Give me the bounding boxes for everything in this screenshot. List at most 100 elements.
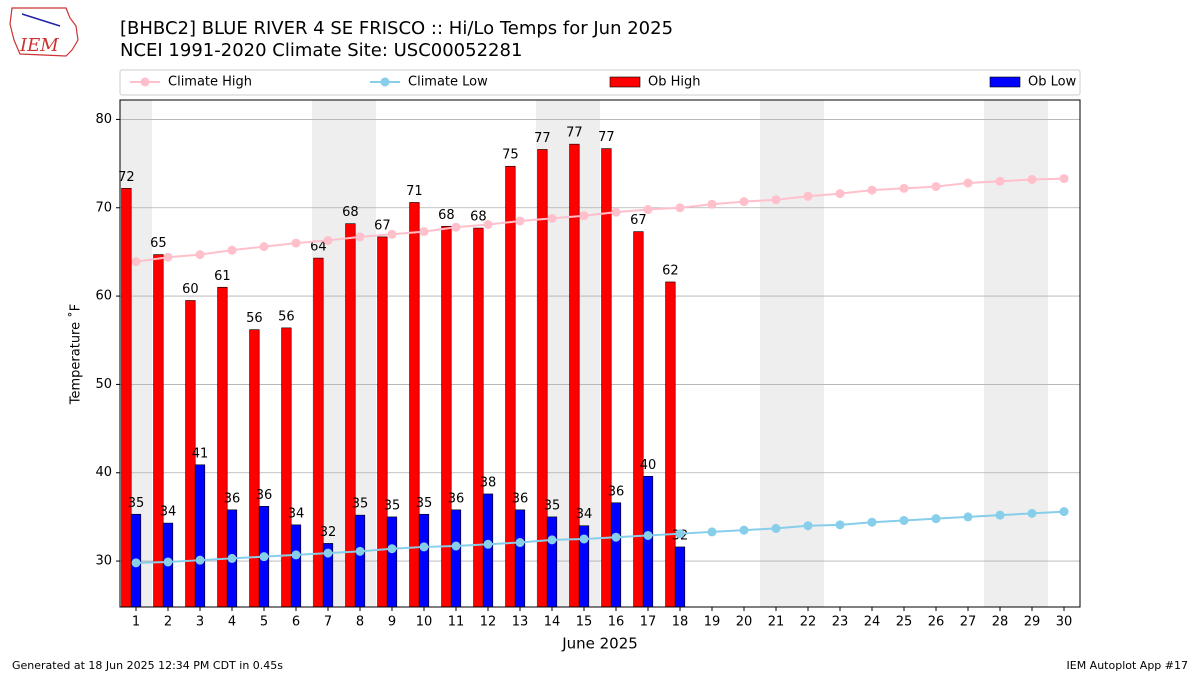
data-label: 72	[118, 170, 135, 185]
data-label: 41	[192, 446, 209, 461]
highlight-band	[760, 100, 792, 607]
point	[451, 541, 461, 551]
data-label: 67	[630, 213, 647, 228]
point	[483, 220, 493, 230]
data-label: 35	[352, 497, 369, 512]
x-tick-label: 27	[960, 615, 977, 630]
point	[323, 235, 333, 245]
x-tick-label: 2	[164, 615, 172, 630]
data-label: 36	[256, 488, 273, 503]
point	[931, 514, 941, 524]
point	[611, 532, 621, 542]
x-tick-label: 1	[132, 615, 140, 630]
footer-right: IEM Autoplot App #17	[1067, 659, 1189, 672]
legend-label: Climate Low	[408, 75, 488, 90]
point	[547, 535, 557, 545]
bar	[674, 546, 686, 608]
point	[387, 544, 397, 554]
x-tick-label: 16	[608, 615, 625, 630]
point	[259, 552, 269, 562]
bar	[569, 143, 580, 608]
point	[899, 515, 909, 525]
bar	[633, 231, 644, 608]
data-label: 34	[160, 505, 177, 520]
bar	[354, 514, 366, 608]
legend-marker	[380, 77, 390, 87]
point	[1027, 174, 1037, 184]
data-label: 61	[214, 269, 231, 284]
data-label: 36	[448, 491, 465, 506]
x-tick-label: 3	[196, 615, 204, 630]
data-label: 64	[310, 240, 327, 255]
x-tick-label: 13	[512, 615, 529, 630]
data-label: 35	[128, 496, 145, 511]
logo-outline	[9, 7, 79, 57]
point	[963, 512, 973, 522]
footer-left: Generated at 18 Jun 2025 12:34 PM CDT in…	[12, 659, 283, 672]
x-tick-label: 18	[672, 615, 689, 630]
point	[291, 238, 301, 248]
bar	[345, 223, 356, 608]
point	[643, 530, 653, 540]
point	[419, 227, 429, 237]
data-label: 36	[512, 491, 529, 506]
bar	[194, 464, 206, 608]
x-tick-label: 23	[832, 615, 849, 630]
point	[899, 183, 909, 193]
data-label: 36	[224, 491, 241, 506]
point	[227, 245, 237, 255]
data-label: 77	[534, 131, 551, 146]
point	[163, 557, 173, 567]
bar	[281, 327, 292, 608]
bar	[514, 509, 526, 608]
point	[355, 232, 365, 242]
data-label: 56	[246, 311, 263, 326]
bar	[450, 509, 462, 608]
y-tick-label: 80	[95, 112, 112, 127]
legend-label: Ob High	[648, 75, 701, 90]
bar	[153, 254, 164, 608]
point	[707, 527, 717, 537]
point	[387, 229, 397, 239]
point	[931, 182, 941, 192]
data-label: 60	[182, 282, 199, 297]
point	[643, 205, 653, 215]
bar	[418, 513, 430, 608]
legend-box	[119, 69, 1081, 96]
x-tick-label: 14	[544, 615, 561, 630]
legend-marker	[609, 76, 641, 88]
point	[227, 553, 237, 563]
bar	[505, 165, 516, 608]
data-label: 40	[640, 458, 657, 473]
y-tick-label: 30	[95, 554, 112, 569]
bar	[610, 502, 622, 608]
x-tick-label: 10	[416, 615, 433, 630]
point	[739, 525, 749, 535]
point	[195, 555, 205, 565]
bar	[482, 493, 494, 608]
x-tick-label: 30	[1056, 615, 1073, 630]
legend-label: Ob Low	[1028, 75, 1077, 90]
x-axis-label: June 2025	[561, 635, 638, 653]
data-label: 65	[150, 236, 167, 251]
point	[675, 529, 685, 539]
point	[419, 542, 429, 552]
bar	[642, 475, 654, 608]
x-tick-label: 11	[448, 615, 465, 630]
bar	[665, 281, 676, 608]
data-label: 35	[384, 498, 401, 513]
data-label: 35	[416, 496, 433, 511]
plot-frame	[119, 99, 1081, 608]
x-tick-label: 26	[928, 615, 945, 630]
bar	[377, 236, 388, 608]
x-tick-label: 29	[1024, 615, 1041, 630]
x-tick-label: 17	[640, 615, 657, 630]
point	[355, 546, 365, 556]
point	[803, 191, 813, 201]
legend-marker	[989, 76, 1021, 88]
data-label: 68	[342, 205, 359, 220]
point	[675, 203, 685, 213]
data-label: 67	[374, 218, 391, 233]
point	[707, 199, 717, 209]
x-tick-label: 15	[576, 615, 593, 630]
